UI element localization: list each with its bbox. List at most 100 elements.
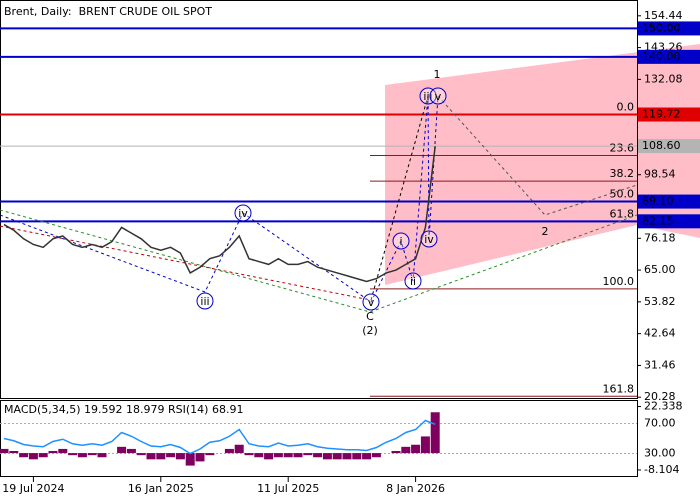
macd-bar bbox=[362, 453, 372, 460]
macd-bar bbox=[244, 453, 254, 456]
macd-bar bbox=[342, 453, 352, 460]
macd-bar bbox=[322, 453, 332, 460]
wave-label: iii bbox=[200, 295, 209, 308]
wave-path bbox=[370, 95, 429, 301]
wave-label: i bbox=[399, 235, 402, 248]
indicator-panel-frame bbox=[0, 400, 638, 477]
wave-circle bbox=[419, 87, 437, 105]
x-tick-label: 11 Jul 2025 bbox=[257, 482, 319, 495]
y-tick-label: 98.54 bbox=[644, 168, 676, 181]
wave-path bbox=[437, 95, 638, 216]
macd-bar bbox=[19, 453, 29, 458]
y-tick-label: 20.28 bbox=[644, 390, 676, 403]
level-box bbox=[638, 49, 700, 64]
fib-label: 38.2 bbox=[610, 167, 635, 180]
macd-bar bbox=[352, 453, 362, 460]
y-tick-label: 65.00 bbox=[644, 263, 676, 276]
macd-bar bbox=[0, 448, 9, 454]
macd-bar bbox=[332, 453, 342, 460]
wave-circle bbox=[196, 292, 214, 310]
level-label: 89.10 bbox=[642, 195, 674, 208]
wave-circle bbox=[404, 272, 422, 290]
wave-label: iv bbox=[424, 233, 434, 246]
macd-bar bbox=[166, 453, 176, 458]
macd-bar bbox=[205, 453, 215, 456]
level-box bbox=[638, 214, 700, 229]
wave-label: iv bbox=[238, 207, 248, 220]
macd-bar bbox=[430, 412, 440, 454]
wave-path bbox=[0, 95, 439, 303]
level-label: 150.00 bbox=[642, 21, 681, 34]
macd-bar bbox=[303, 453, 313, 456]
macd-bar bbox=[9, 451, 19, 454]
y2-tick-label: 70.00 bbox=[644, 417, 676, 430]
x-tick-label: 16 Jan 2025 bbox=[128, 482, 194, 495]
macd-bar bbox=[411, 444, 421, 454]
macd-bar bbox=[273, 453, 283, 458]
fib-label: 23.6 bbox=[610, 142, 635, 155]
wave-label: v bbox=[368, 296, 375, 309]
macd-bar bbox=[175, 453, 185, 460]
macd-bar bbox=[224, 448, 234, 454]
wave-label: v bbox=[435, 90, 442, 103]
level-box bbox=[638, 107, 700, 122]
macd-bar bbox=[28, 453, 38, 460]
wave-circle bbox=[392, 232, 410, 250]
y-tick-label: 76.18 bbox=[644, 231, 676, 244]
level-label: 82.15 bbox=[642, 214, 674, 227]
wave-label: 2 bbox=[542, 225, 549, 238]
wave-circle bbox=[420, 230, 438, 248]
rsi-line bbox=[3, 419, 436, 455]
fib-label: 50.0 bbox=[610, 188, 635, 201]
macd-bar bbox=[48, 451, 58, 454]
wave-label: (2) bbox=[362, 324, 378, 337]
macd-bar bbox=[234, 444, 244, 454]
price-line bbox=[3, 146, 436, 283]
level-box bbox=[638, 21, 700, 36]
macd-bar bbox=[195, 453, 205, 462]
wave-circle bbox=[429, 87, 447, 105]
fib-label: 161.8 bbox=[603, 382, 635, 395]
x-tick-label: 19 Jul 2024 bbox=[2, 482, 64, 495]
macd-bar bbox=[58, 448, 68, 454]
level-label: 108.60 bbox=[642, 139, 681, 152]
wave-label: 1 bbox=[434, 68, 441, 81]
macd-bar bbox=[391, 451, 401, 454]
macd-bar bbox=[117, 446, 127, 454]
macd-bar bbox=[156, 453, 166, 460]
macd-bar bbox=[126, 448, 136, 454]
macd-bar bbox=[264, 453, 274, 460]
fib-label: 61.8 bbox=[610, 208, 635, 221]
y-tick-label: 154.44 bbox=[644, 9, 683, 22]
y-tick-label: 53.82 bbox=[644, 295, 676, 308]
wave-label: C bbox=[366, 310, 374, 323]
macd-bar bbox=[371, 453, 381, 458]
chart-title: Brent, Daily: BRENT CRUDE OIL SPOT bbox=[4, 5, 212, 18]
fib-label: 100.0 bbox=[603, 275, 635, 288]
macd-bar bbox=[254, 453, 264, 458]
y-tick-label: -8.104 bbox=[644, 463, 679, 476]
y-tick-label: 132.08 bbox=[644, 72, 683, 85]
wave-circle bbox=[234, 204, 252, 222]
macd-bar bbox=[97, 453, 107, 458]
x-tick-label: 8 Jan 2026 bbox=[386, 482, 445, 495]
forecast-channel bbox=[385, 44, 700, 285]
macd-bar bbox=[401, 446, 411, 454]
macd-bar bbox=[146, 453, 156, 460]
fib-label: 0.0 bbox=[617, 101, 635, 114]
y-tick-label: 42.64 bbox=[644, 327, 676, 340]
level-label: 119.72 bbox=[642, 108, 681, 121]
main-panel-frame bbox=[0, 0, 638, 399]
wave-label: iii bbox=[423, 90, 432, 103]
wave-path bbox=[0, 209, 638, 313]
macd-bar bbox=[38, 453, 48, 458]
macd-bar bbox=[68, 453, 78, 456]
macd-bar bbox=[185, 453, 195, 466]
level-box bbox=[638, 139, 700, 154]
y2-tick-label: 30.00 bbox=[644, 447, 676, 460]
indicator-title: MACD(5,34,5) 19.592 18.979 RSI(14) 68.91 bbox=[4, 403, 243, 416]
macd-bar bbox=[77, 453, 87, 458]
macd-bar bbox=[87, 453, 97, 456]
macd-bar bbox=[313, 453, 323, 458]
